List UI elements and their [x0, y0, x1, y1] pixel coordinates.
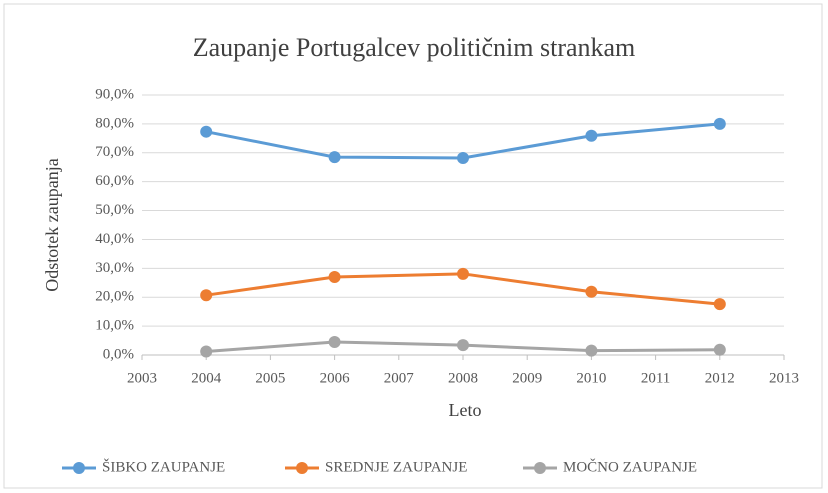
series-marker [457, 151, 469, 164]
x-tick-label: 2004 [191, 370, 222, 386]
series-marker [713, 343, 726, 356]
x-axis-title: Leto [449, 400, 482, 420]
chart-title: Zaupanje Portugalcev političnim strankam [193, 33, 636, 62]
x-tick-label: 2012 [705, 370, 735, 386]
y-tick-label: 50,0% [95, 202, 134, 218]
x-tick-label: 2007 [384, 370, 415, 386]
series-marker [457, 339, 469, 352]
y-tick-label: 60,0% [95, 173, 134, 189]
x-tick-label: 2009 [512, 370, 542, 386]
series-marker [585, 129, 598, 142]
series-marker [200, 289, 213, 302]
y-tick-label: 0,0% [103, 346, 134, 362]
x-tick-label: 2011 [641, 370, 670, 386]
legend-marker [534, 462, 546, 474]
series-marker [200, 125, 213, 138]
chart-frame [3, 3, 823, 489]
series-marker [328, 271, 341, 283]
y-tick-label: 20,0% [95, 289, 134, 305]
y-tick-label: 30,0% [95, 260, 134, 276]
series-marker [328, 336, 341, 348]
series-marker [585, 285, 598, 298]
series-marker [328, 151, 341, 164]
legend-label: ŠIBKO ZAUPANJE [102, 458, 225, 475]
series-marker [457, 267, 469, 280]
y-tick-label: 70,0% [95, 144, 134, 160]
series-marker [200, 345, 213, 358]
x-tick-label: 2010 [576, 370, 606, 386]
x-tick-label: 2008 [448, 370, 478, 386]
legend-label: MOČNO ZAUPANJE [563, 458, 697, 475]
legend-marker [296, 462, 308, 474]
series-marker [713, 298, 726, 311]
x-tick-label: 2003 [127, 370, 157, 386]
y-tick-label: 90,0% [95, 86, 134, 102]
x-tick-label: 2013 [769, 370, 799, 386]
y-tick-label: 80,0% [95, 115, 134, 131]
legend-label: SREDNJE ZAUPANJE [325, 459, 467, 475]
legend-marker [73, 462, 85, 474]
series-marker [713, 117, 726, 130]
series-marker [585, 344, 598, 357]
y-tick-label: 40,0% [95, 231, 134, 247]
x-tick-label: 2006 [320, 370, 351, 386]
y-axis-title: Odstotek zaupanja [42, 158, 62, 291]
x-tick-label: 2005 [255, 370, 285, 386]
y-tick-label: 10,0% [95, 318, 134, 334]
